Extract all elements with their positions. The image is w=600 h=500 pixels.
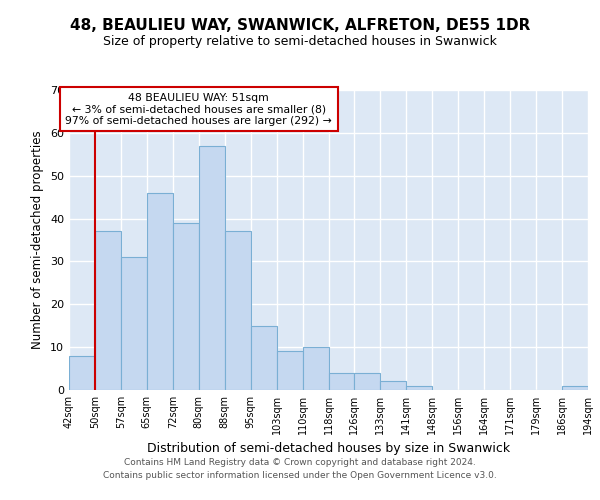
Bar xyxy=(277,352,302,390)
Text: 48 BEAULIEU WAY: 51sqm
← 3% of semi-detached houses are smaller (8)
97% of semi-: 48 BEAULIEU WAY: 51sqm ← 3% of semi-deta… xyxy=(65,92,332,126)
Y-axis label: Number of semi-detached properties: Number of semi-detached properties xyxy=(31,130,44,350)
X-axis label: Distribution of semi-detached houses by size in Swanwick: Distribution of semi-detached houses by … xyxy=(147,442,510,456)
Text: Size of property relative to semi-detached houses in Swanwick: Size of property relative to semi-detach… xyxy=(103,35,497,48)
Bar xyxy=(199,146,224,390)
Bar xyxy=(355,373,380,390)
Bar xyxy=(329,373,355,390)
Bar xyxy=(406,386,432,390)
Text: Contains HM Land Registry data © Crown copyright and database right 2024.: Contains HM Land Registry data © Crown c… xyxy=(124,458,476,467)
Bar xyxy=(147,193,173,390)
Bar xyxy=(95,232,121,390)
Bar xyxy=(121,257,147,390)
Bar xyxy=(380,382,406,390)
Text: Contains public sector information licensed under the Open Government Licence v3: Contains public sector information licen… xyxy=(103,472,497,480)
Bar xyxy=(225,232,251,390)
Bar xyxy=(302,347,329,390)
Bar xyxy=(562,386,588,390)
Text: 48, BEAULIEU WAY, SWANWICK, ALFRETON, DE55 1DR: 48, BEAULIEU WAY, SWANWICK, ALFRETON, DE… xyxy=(70,18,530,32)
Bar xyxy=(69,356,95,390)
Bar xyxy=(173,223,199,390)
Bar xyxy=(251,326,277,390)
